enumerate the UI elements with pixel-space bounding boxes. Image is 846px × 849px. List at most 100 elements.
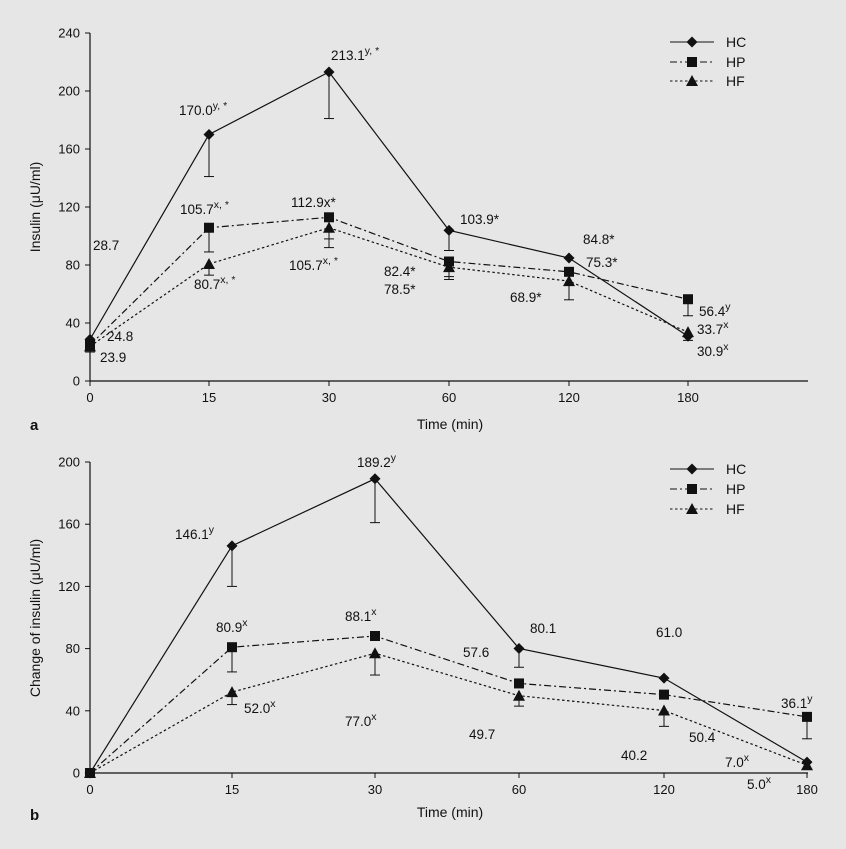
- data-label: 103.9*: [460, 212, 500, 227]
- series-line: [89, 71, 689, 340]
- legend-label: HC: [726, 461, 746, 477]
- legend-marker: [686, 503, 698, 514]
- data-label: 36.1y: [781, 693, 813, 711]
- series-line: [89, 216, 689, 346]
- data-label: 189.2y: [357, 452, 397, 470]
- y-axis-label: Change of insulin (μU/ml): [27, 539, 43, 697]
- x-tick-label: 120: [653, 782, 675, 797]
- data-label: 33.7x: [697, 319, 729, 337]
- data-label: 40.2: [621, 748, 647, 763]
- x-tick-label: 120: [558, 390, 580, 405]
- data-label: 30.9x: [697, 341, 729, 359]
- data-label: 112.9x*: [291, 195, 337, 210]
- data-label: 57.6: [463, 645, 489, 660]
- legend-label: HF: [726, 501, 745, 517]
- series-hf: [84, 647, 813, 778]
- legend-label: HP: [726, 54, 745, 70]
- data-point: [443, 261, 455, 273]
- legend-item-hc: HC: [670, 461, 746, 477]
- y-tick-label: 120: [58, 200, 80, 215]
- legend-marker: [687, 484, 697, 494]
- data-point: [563, 275, 575, 287]
- x-tick-label: 60: [512, 782, 526, 797]
- y-axis-label: Insulin (μU/ml): [27, 162, 43, 253]
- data-point: [324, 212, 334, 223]
- data-point: [227, 642, 237, 653]
- legend-item-hp: HP: [670, 481, 745, 497]
- x-axis-label: Time (min): [417, 804, 483, 820]
- series-line: [89, 652, 808, 774]
- data-label: 28.7: [93, 238, 119, 253]
- data-label: 88.1x: [345, 606, 377, 624]
- data-point: [801, 759, 813, 771]
- data-point: [204, 222, 214, 233]
- y-tick-label: 0: [73, 766, 80, 781]
- data-point: [370, 631, 380, 642]
- y-tick-label: 120: [58, 579, 80, 594]
- data-point: [659, 689, 669, 700]
- data-label: 80.7x, *: [194, 274, 235, 292]
- data-label: 78.5*: [384, 282, 416, 297]
- data-point: [514, 678, 524, 689]
- data-label: 7.0x: [725, 752, 750, 770]
- y-tick-label: 160: [58, 142, 80, 157]
- data-label: 80.1: [530, 621, 556, 636]
- data-point: [226, 686, 238, 698]
- x-axis-label: Time (min): [417, 416, 483, 432]
- data-label: 170.0y, *: [179, 100, 227, 118]
- series-hf: [84, 221, 694, 353]
- panel-label: a: [30, 417, 39, 434]
- data-label: 82.4*: [384, 264, 416, 279]
- legend-marker: [686, 463, 698, 475]
- x-tick-label: 0: [86, 782, 93, 797]
- legend-item-hc: HC: [670, 34, 746, 50]
- legend-marker: [686, 75, 698, 86]
- data-label: 5.0x: [747, 774, 772, 792]
- data-point: [564, 266, 574, 277]
- data-point: [658, 704, 670, 716]
- data-point: [323, 221, 335, 233]
- y-tick-label: 40: [66, 316, 80, 331]
- data-label: 68.9*: [510, 290, 542, 305]
- x-tick-label: 15: [202, 390, 216, 405]
- panel-label: b: [30, 807, 39, 824]
- chart-panel-b: 0 40 80 120 160 200 0 15 30 60 120 180 Time (min) Cha…: [27, 452, 818, 824]
- y-tick-label: 80: [66, 258, 80, 273]
- data-label: 50.4: [689, 730, 716, 745]
- data-label: 146.1y: [175, 524, 215, 542]
- x-tick-label: 30: [368, 782, 382, 797]
- x-tick-label: 60: [442, 390, 456, 405]
- series-line: [89, 478, 808, 774]
- data-point: [84, 340, 96, 352]
- data-label: 213.1y, *: [331, 45, 379, 63]
- data-point: [563, 252, 575, 264]
- y-tick-label: 240: [58, 26, 80, 41]
- data-label: 52.0x: [244, 698, 276, 716]
- data-point: [682, 326, 694, 338]
- data-point: [323, 66, 335, 78]
- series-line: [89, 635, 808, 774]
- data-label: 105.7x, *: [180, 199, 229, 217]
- data-label: 23.9: [100, 350, 126, 365]
- data-point: [84, 767, 96, 778]
- data-label: 105.7x, *: [289, 255, 338, 273]
- x-tick-label: 180: [796, 782, 818, 797]
- data-point: [203, 129, 215, 140]
- series-hc: [84, 66, 694, 346]
- y-tick-label: 0: [73, 374, 80, 389]
- data-label: 75.3*: [586, 255, 618, 270]
- y-tick-label: 200: [58, 84, 80, 99]
- y-tick-label: 80: [66, 641, 80, 656]
- y-tick-label: 200: [58, 455, 80, 470]
- y-tick-label: 160: [58, 517, 80, 532]
- data-label: 80.9x: [216, 617, 248, 635]
- legend-label: HP: [726, 481, 745, 497]
- x-tick-label: 180: [677, 390, 699, 405]
- legend-label: HF: [726, 73, 745, 89]
- y-tick-label: 40: [66, 703, 80, 718]
- data-point: [658, 672, 670, 684]
- legend-label: HC: [726, 34, 746, 50]
- data-point: [369, 647, 381, 659]
- data-point: [443, 224, 455, 236]
- legend-item-hf: HF: [670, 501, 745, 517]
